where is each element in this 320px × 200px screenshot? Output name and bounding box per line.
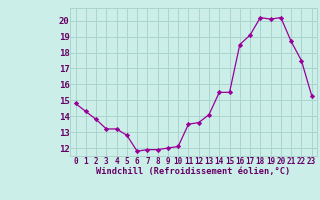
- X-axis label: Windchill (Refroidissement éolien,°C): Windchill (Refroidissement éolien,°C): [96, 167, 291, 176]
